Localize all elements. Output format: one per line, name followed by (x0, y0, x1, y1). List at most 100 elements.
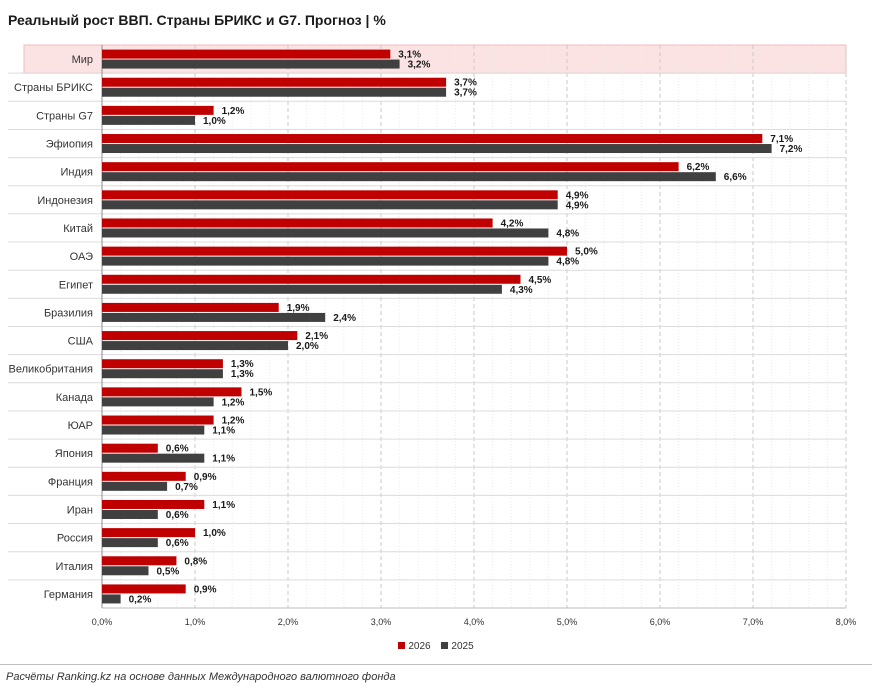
value-label-2026: 1,2% (222, 416, 245, 427)
x-tick-label: 3,0% (371, 617, 392, 627)
bar-2025 (102, 200, 558, 210)
value-label-2025: 6,6% (724, 172, 747, 183)
value-label-2026: 1,3% (231, 359, 254, 370)
bar-2026 (102, 274, 521, 284)
bar-2026 (102, 415, 214, 425)
category-label: Страны G7 (36, 110, 93, 122)
category-label: Египет (59, 279, 93, 291)
bar-2025 (102, 594, 121, 604)
category-label: Италия (56, 561, 94, 573)
bar-2025 (102, 115, 195, 125)
bar-2025 (102, 284, 502, 294)
bar-2026 (102, 556, 177, 566)
value-label-2026: 1,2% (222, 106, 245, 117)
category-label: Россия (57, 533, 93, 545)
source-note: Расчёты Ranking.kz на основе данных Межд… (6, 671, 396, 683)
value-label-2025: 3,2% (408, 60, 431, 71)
category-label: Индонезия (37, 195, 93, 207)
x-tick-label: 2,0% (278, 617, 299, 627)
category-label: Великобритания (9, 364, 94, 376)
value-label-2025: 4,9% (566, 200, 589, 211)
bar-2026 (102, 105, 214, 115)
bar-2025 (102, 59, 400, 69)
bar-2026 (102, 49, 391, 59)
bar-2025 (102, 538, 158, 548)
chart-legend: 2026 2025 (0, 641, 872, 652)
highlight-row (23, 44, 847, 74)
bar-2026 (102, 218, 493, 228)
x-tick-label: 5,0% (557, 617, 578, 627)
category-label: Китай (63, 223, 93, 235)
legend-label-2026: 2026 (408, 641, 431, 652)
value-label-2025: 7,2% (780, 144, 803, 155)
bar-2026 (102, 471, 186, 481)
value-label-2026: 3,7% (454, 78, 477, 89)
footer-divider (0, 664, 872, 665)
category-label: Мир (72, 54, 93, 66)
x-tick-label: 1,0% (185, 617, 206, 627)
value-label-2025: 4,3% (510, 285, 533, 296)
bar-2025 (102, 256, 549, 266)
bar-2026 (102, 387, 242, 397)
category-label: Индия (60, 167, 93, 179)
value-label-2026: 0,6% (166, 444, 189, 455)
value-label-2026: 4,2% (501, 218, 524, 229)
value-label-2026: 4,5% (529, 275, 552, 286)
legend-label-2025: 2025 (451, 641, 474, 652)
value-label-2025: 1,0% (203, 116, 226, 127)
legend-item-2026: 2026 (398, 641, 431, 652)
category-label: Германия (44, 589, 93, 601)
value-label-2026: 0,9% (194, 584, 217, 595)
bar-chart: 0,0% 1,0% 2,0% 3,0% 4,0% 5,0% 6,0% 7,0% 8,0% Мир 3… (8, 44, 856, 627)
category-label: Иран (67, 504, 93, 516)
bar-2026 (102, 190, 558, 200)
legend-item-2025: 2025 (441, 641, 474, 652)
value-label-2025: 2,4% (333, 313, 356, 324)
value-label-2025: 0,6% (166, 510, 189, 521)
bar-2025 (102, 369, 223, 379)
value-label-2026: 0,8% (184, 556, 207, 567)
category-label: Япония (55, 448, 93, 460)
value-label-2026: 0,9% (194, 472, 217, 483)
value-label-2025: 1,1% (212, 454, 235, 465)
legend-swatch-2026 (398, 641, 406, 649)
bar-2026 (102, 499, 205, 509)
value-label-2025: 1,2% (222, 397, 245, 408)
category-label: США (68, 336, 94, 348)
bar-2026 (102, 246, 567, 256)
value-label-2025: 3,7% (454, 88, 477, 99)
value-label-2026: 2,1% (305, 331, 328, 342)
bar-2025 (102, 341, 288, 351)
value-label-2026: 3,1% (398, 50, 421, 61)
bar-2025 (102, 144, 772, 154)
category-label: ОАЭ (70, 251, 93, 263)
bar-2025 (102, 481, 168, 491)
value-label-2025: 0,6% (166, 538, 189, 549)
value-label-2025: 0,7% (175, 482, 198, 493)
bar-2026 (102, 162, 679, 172)
bar-2026 (102, 584, 186, 594)
value-label-2025: 0,5% (157, 566, 180, 577)
value-label-2025: 2,0% (296, 341, 319, 352)
bar-2025 (102, 87, 447, 97)
value-label-2026: 1,0% (203, 528, 226, 539)
legend-swatch-2025 (441, 641, 449, 649)
bar-2026 (102, 302, 279, 312)
value-label-2026: 6,2% (687, 162, 710, 173)
value-label-2026: 4,9% (566, 190, 589, 201)
bar-2026 (102, 331, 298, 341)
category-label: Канада (56, 392, 94, 404)
bar-2026 (102, 359, 223, 369)
value-label-2026: 7,1% (770, 134, 793, 145)
bar-2026 (102, 443, 158, 453)
category-label: Страны БРИКС (14, 82, 93, 94)
category-label: Франция (48, 476, 93, 488)
value-label-2026: 1,5% (250, 387, 273, 398)
bar-2026 (102, 528, 195, 538)
value-label-2026: 1,9% (287, 303, 310, 314)
value-label-2025: 1,1% (212, 426, 235, 437)
value-label-2025: 0,2% (129, 594, 152, 605)
category-label: Эфиопия (46, 139, 93, 151)
bar-2025 (102, 397, 214, 407)
value-label-2025: 1,3% (231, 369, 254, 380)
